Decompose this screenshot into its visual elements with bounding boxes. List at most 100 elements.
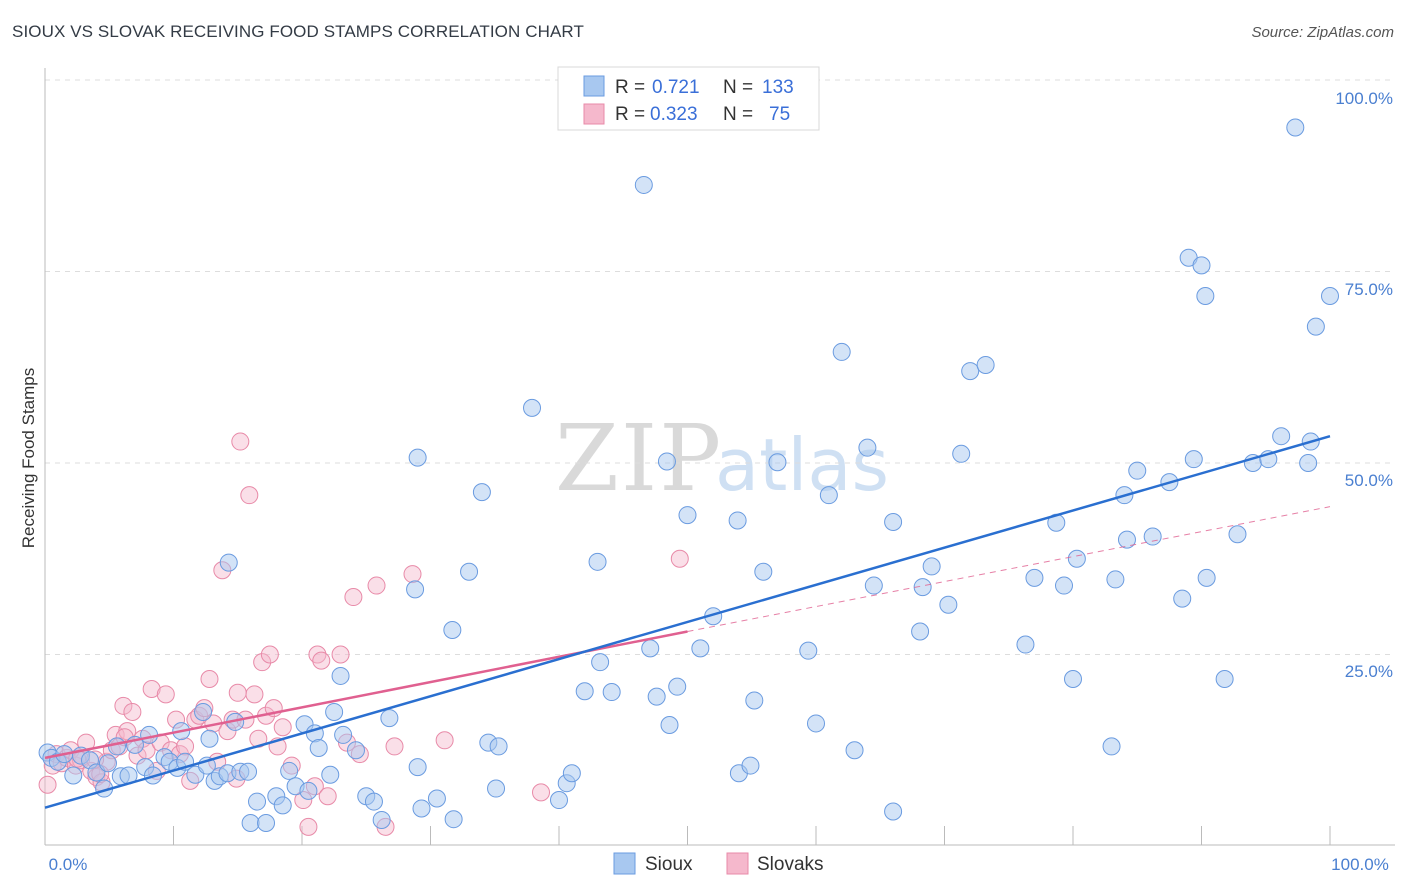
grid-lines bbox=[45, 79, 1395, 655]
sioux-point bbox=[443, 620, 462, 639]
sioux-point bbox=[334, 725, 353, 744]
sioux-point bbox=[657, 452, 676, 471]
slovaks-point bbox=[260, 645, 279, 664]
sioux-point bbox=[321, 765, 340, 784]
sioux-point bbox=[1106, 570, 1125, 589]
sioux-point bbox=[1128, 461, 1147, 480]
series-legend: Sioux Slovaks bbox=[613, 852, 824, 875]
sioux-points bbox=[38, 118, 1339, 833]
slovaks-point bbox=[156, 685, 175, 704]
slovaks-point bbox=[670, 549, 689, 568]
slovaks-point bbox=[331, 645, 350, 664]
slovaks-point bbox=[123, 702, 142, 721]
sioux-point bbox=[472, 483, 491, 502]
y-tick-label-100: 100.0% bbox=[1335, 89, 1393, 108]
sioux-point bbox=[741, 756, 760, 775]
sioux-point bbox=[768, 453, 787, 472]
sioux-point bbox=[489, 737, 508, 756]
slovaks-point bbox=[253, 653, 272, 672]
sioux-point bbox=[858, 438, 877, 457]
sioux-point bbox=[1306, 317, 1325, 336]
sioux-point bbox=[427, 789, 446, 808]
sioux-point bbox=[241, 814, 260, 833]
sioux-point bbox=[219, 553, 238, 572]
sioux-point bbox=[1117, 530, 1136, 549]
sioux-point bbox=[728, 511, 747, 530]
sioux-point bbox=[807, 714, 825, 733]
sioux-point bbox=[200, 729, 219, 748]
sioux-point bbox=[884, 802, 903, 821]
sioux-point bbox=[911, 622, 930, 641]
y-tick-label-75: 75.0% bbox=[1345, 280, 1393, 299]
sioux-point bbox=[1064, 670, 1082, 689]
source-label: Source: ZipAtlas.com bbox=[1251, 24, 1394, 41]
sioux-point bbox=[799, 641, 818, 660]
sioux-point bbox=[691, 639, 710, 658]
sioux-point bbox=[325, 702, 344, 721]
sioux-point bbox=[460, 562, 479, 581]
slovaks-point bbox=[38, 775, 57, 794]
legend-n-value-sioux: 133 bbox=[762, 77, 794, 98]
sioux-point bbox=[364, 792, 383, 811]
legend-swatch-sioux bbox=[583, 75, 605, 97]
sioux-point bbox=[634, 175, 653, 194]
slovaks-point bbox=[142, 679, 161, 698]
slovaks-point bbox=[532, 783, 551, 802]
bottom-legend-label-slovaks: Slovaks bbox=[757, 854, 824, 875]
sioux-point bbox=[372, 810, 391, 829]
trend-lines bbox=[44, 434, 1331, 809]
sioux-point bbox=[1286, 118, 1305, 137]
sioux-point bbox=[591, 653, 610, 672]
legend-n-label-slovaks: N = bbox=[723, 104, 753, 125]
sioux-point bbox=[98, 754, 117, 773]
sioux-point bbox=[1272, 427, 1291, 446]
slovaks-point bbox=[228, 683, 247, 702]
sioux-point bbox=[299, 781, 318, 800]
sioux-point bbox=[845, 741, 864, 760]
sioux-point bbox=[602, 683, 621, 702]
sioux-point bbox=[140, 725, 159, 744]
legend-n-value-slovaks: 75 bbox=[769, 104, 790, 125]
slovaks-point bbox=[318, 787, 337, 806]
slovaks-point bbox=[176, 737, 195, 756]
sioux-point bbox=[1321, 287, 1339, 306]
sioux-point bbox=[331, 666, 350, 685]
sioux-point bbox=[346, 741, 365, 760]
sioux-point bbox=[408, 448, 427, 467]
sioux-point bbox=[239, 762, 258, 781]
sioux-point bbox=[309, 738, 328, 757]
y-tick-label-25: 25.0% bbox=[1345, 662, 1393, 681]
sioux-point bbox=[952, 444, 971, 463]
bottom-legend-swatch-slovaks bbox=[726, 852, 749, 875]
sioux-point bbox=[668, 677, 687, 696]
x-tick-label-min: 0.0% bbox=[49, 855, 88, 874]
sioux-point bbox=[64, 766, 83, 785]
sioux-point bbox=[588, 552, 607, 571]
y-tick-label-50: 50.0% bbox=[1345, 471, 1393, 490]
sioux-point bbox=[1228, 525, 1247, 544]
bottom-legend-label-sioux: Sioux bbox=[645, 854, 693, 875]
sioux-point bbox=[754, 562, 773, 581]
legend-swatch-slovaks bbox=[583, 103, 605, 125]
sioux-point bbox=[280, 761, 299, 780]
sioux-point bbox=[380, 709, 399, 728]
sioux-point bbox=[1055, 576, 1074, 595]
sioux-point bbox=[273, 796, 292, 815]
sioux-point bbox=[487, 779, 506, 798]
sioux-point bbox=[939, 595, 958, 614]
sioux-point bbox=[976, 355, 995, 374]
legend-r-value-sioux: 0.721 bbox=[652, 77, 700, 98]
sioux-point bbox=[1184, 450, 1203, 469]
sioux-point bbox=[1197, 568, 1216, 587]
slovaks-point bbox=[245, 685, 264, 704]
sioux-point bbox=[913, 578, 932, 597]
sioux-point bbox=[1102, 737, 1121, 756]
sioux-trend-line bbox=[44, 434, 1331, 809]
sioux-point bbox=[832, 342, 851, 361]
sioux-point bbox=[745, 691, 764, 710]
sioux-point bbox=[647, 687, 666, 706]
sioux-point bbox=[1016, 635, 1035, 654]
sioux-point bbox=[562, 764, 581, 783]
axes bbox=[44, 68, 1395, 846]
